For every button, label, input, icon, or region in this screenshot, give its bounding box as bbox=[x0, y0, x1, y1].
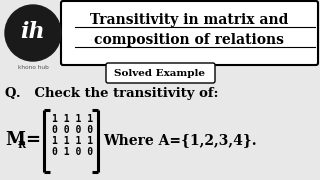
Circle shape bbox=[5, 5, 61, 61]
Text: =: = bbox=[25, 131, 40, 149]
Text: 0 1 0 0: 0 1 0 0 bbox=[52, 147, 93, 157]
Text: ih: ih bbox=[21, 21, 45, 43]
Text: Q.   Check the transitivity of:: Q. Check the transitivity of: bbox=[5, 87, 219, 100]
Text: R: R bbox=[18, 141, 26, 150]
Text: 0 0 0 0: 0 0 0 0 bbox=[52, 125, 93, 135]
Text: Transitivity in matrix and: Transitivity in matrix and bbox=[90, 13, 288, 27]
Text: khono hub: khono hub bbox=[18, 64, 48, 69]
FancyBboxPatch shape bbox=[106, 63, 215, 83]
Text: composition of relations: composition of relations bbox=[94, 33, 284, 47]
Text: Where A={1,2,3,4}.: Where A={1,2,3,4}. bbox=[103, 133, 257, 147]
Text: 1 1 1 1: 1 1 1 1 bbox=[52, 136, 93, 146]
Text: Solved Example: Solved Example bbox=[115, 69, 205, 78]
Text: 1 1 1 1: 1 1 1 1 bbox=[52, 114, 93, 124]
FancyBboxPatch shape bbox=[61, 1, 318, 65]
Text: M: M bbox=[5, 131, 25, 149]
